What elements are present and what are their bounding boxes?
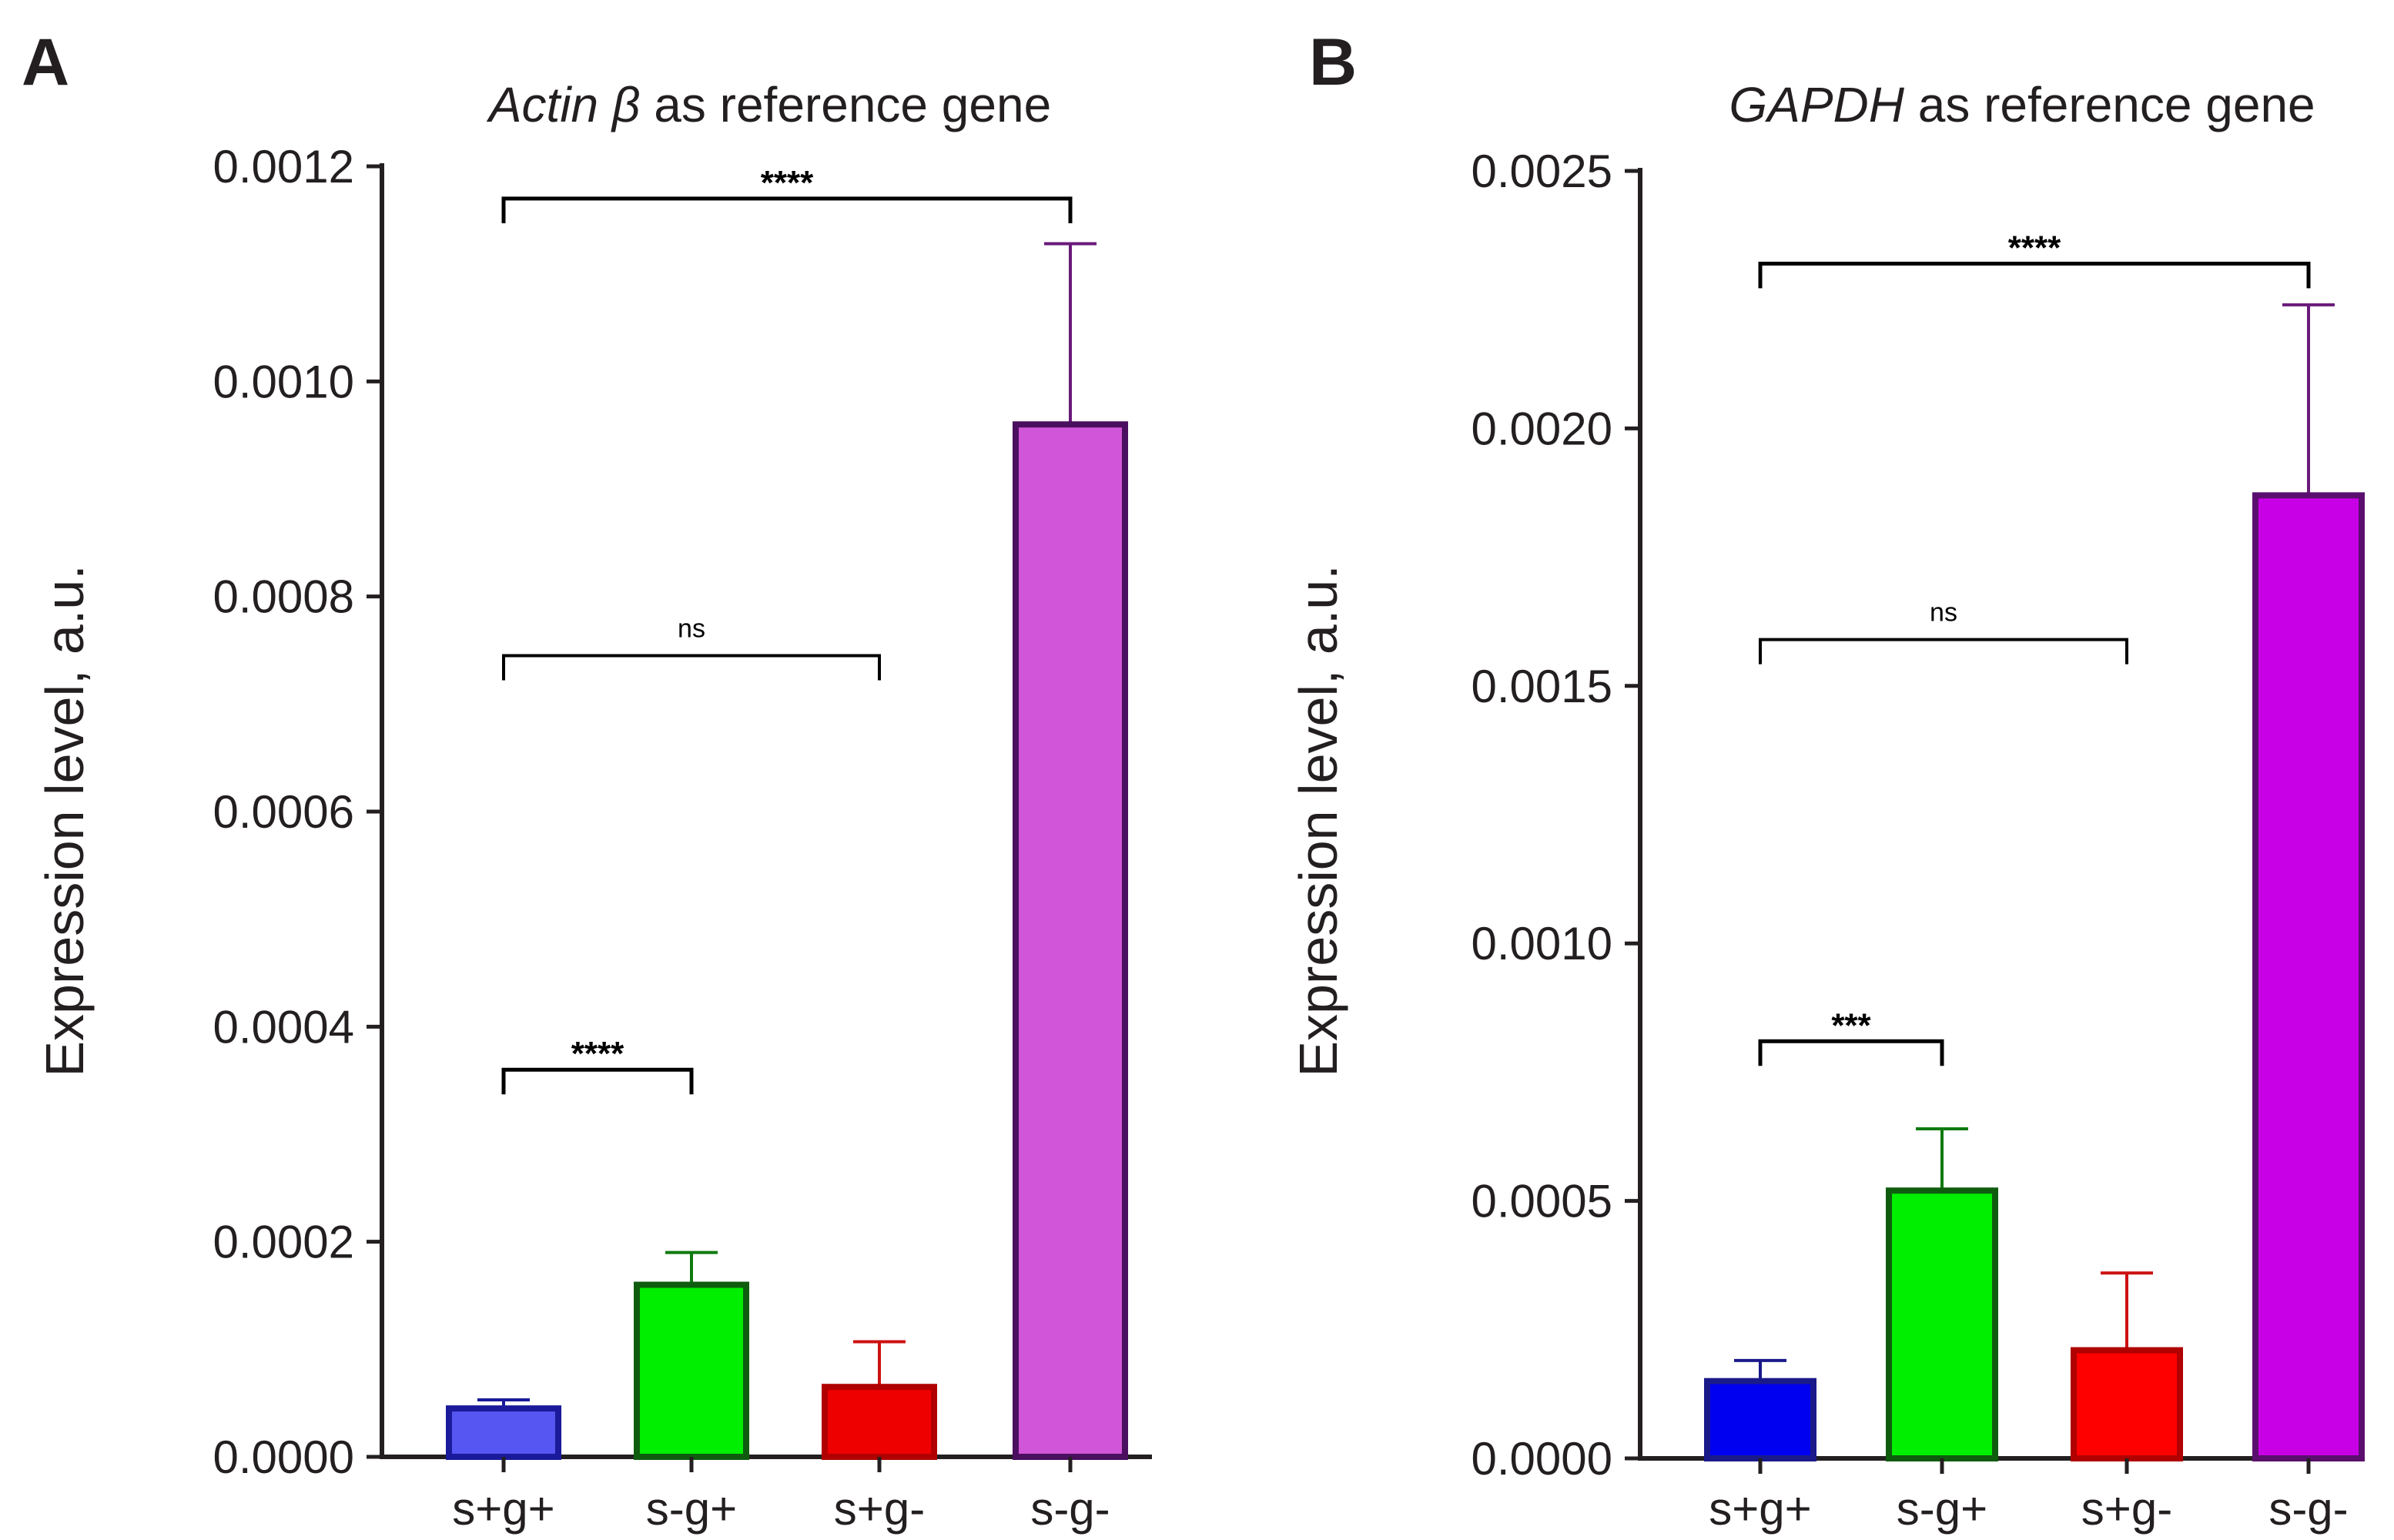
significance-label-a-2: **** (571, 1035, 624, 1073)
category-label-b-0: s+g+ (1709, 1483, 1811, 1535)
y-tick-label-a-4: 0.0008 (213, 571, 354, 623)
bar-a-1 (634, 1281, 749, 1460)
panel-b: B GAPDH as reference gene Expression lev… (1288, 25, 2365, 1535)
y-tick-label-a-6: 0.0012 (213, 141, 354, 192)
significance-label-b-1: ns (1930, 598, 1957, 628)
significance-bracket-a-2 (501, 1067, 694, 1095)
significance-label-b-2: *** (1831, 1006, 1871, 1044)
y-tick-label-b-0: 0.0000 (1471, 1433, 1612, 1485)
category-label-b-1: s-g+ (1897, 1483, 1987, 1535)
y-tick-label-b-5: 0.0025 (1471, 146, 1612, 197)
y-tick-label-b-1: 0.0005 (1471, 1176, 1612, 1227)
plot-area-a: 0.0000 0.0002 0.0004 0.0006 0.0008 0.0010 0.00… (213, 141, 1152, 1535)
chart-title-a-rest: as reference gene (640, 77, 1051, 132)
chart-title-b-rest: as reference gene (1904, 77, 2315, 132)
significance-label-a-0: **** (761, 164, 814, 202)
y-tick-label-a-1: 0.0002 (213, 1217, 354, 1268)
y-tick-label-a-0: 0.0000 (213, 1431, 354, 1483)
panel-letter-b: B (1309, 25, 1357, 99)
y-tick-label-a-2: 0.0004 (213, 1001, 354, 1053)
significance-bracket-a-0 (501, 196, 1073, 223)
category-label-a-1: s-g+ (646, 1483, 737, 1535)
bar-b-2 (2071, 1347, 2183, 1461)
category-label-b-3: s-g- (2268, 1483, 2348, 1535)
y-axis-title-b: Expression level, a.u. (1288, 564, 1348, 1076)
y-tick-label-b-3: 0.0015 (1471, 661, 1612, 712)
chart-title-b-gene: GAPDH (1729, 77, 1904, 132)
y-tick-label-a-3: 0.0006 (213, 786, 354, 838)
panel-letter-a: A (22, 25, 69, 99)
bar-a-0 (446, 1405, 561, 1461)
y-axis-title-a: Expression level, a.u. (35, 564, 95, 1076)
significance-bracket-b-0 (1758, 261, 2311, 289)
bar-b-3 (2252, 492, 2365, 1461)
category-label-b-2: s+g- (2081, 1483, 2172, 1535)
significance-label-a-1: ns (678, 614, 705, 643)
category-label-a-3: s-g- (1030, 1483, 1110, 1535)
category-label-a-2: s+g- (834, 1483, 925, 1535)
plot-area-b: 0.0000 0.0005 0.0010 0.0015 0.0020 0.0025 s+g+… (1471, 146, 2365, 1535)
bar-b-0 (1704, 1378, 1816, 1462)
chart-title-a: Actin β as reference gene (486, 77, 1051, 132)
chart-title-b: GAPDH as reference gene (1729, 77, 2315, 132)
significance-label-b-0: **** (2008, 229, 2061, 266)
bar-a-2 (822, 1384, 937, 1461)
y-tick-label-b-2: 0.0010 (1471, 918, 1612, 969)
bar-b-1 (1886, 1187, 1998, 1461)
significance-bracket-b-1 (1759, 638, 2128, 665)
significance-bracket-b-2 (1758, 1039, 1944, 1066)
y-tick-label-a-5: 0.0010 (213, 356, 354, 407)
panel-a: A Actin β as reference gene Expression l… (22, 25, 1152, 1535)
chart-title-a-gene: Actin β (486, 77, 641, 132)
significance-bracket-a-1 (502, 654, 881, 681)
bar-a-3 (1013, 421, 1128, 1461)
y-tick-label-b-4: 0.0020 (1471, 403, 1612, 454)
category-label-a-0: s+g+ (452, 1483, 554, 1535)
